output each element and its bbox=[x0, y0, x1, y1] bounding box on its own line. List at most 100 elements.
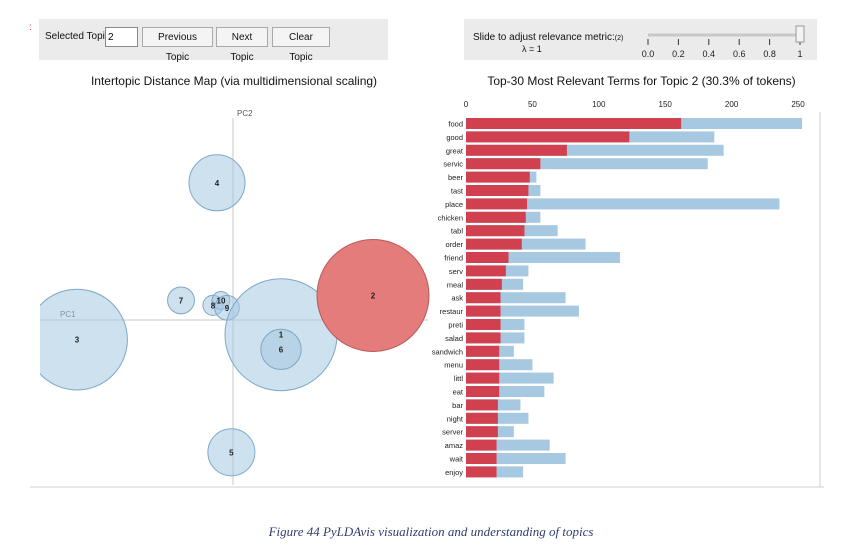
term-label-server: server bbox=[442, 428, 463, 437]
x-tick-label: 50 bbox=[528, 100, 537, 109]
x-tick-label: 200 bbox=[725, 100, 739, 109]
topic-circle-2 bbox=[316, 239, 430, 352]
overall-bar-order bbox=[466, 238, 586, 250]
relevance-control-panel bbox=[464, 19, 817, 60]
slider-tick-label: 0.8 bbox=[763, 49, 776, 59]
term-label-restaur: restaur bbox=[440, 307, 464, 316]
topic-circle-3 bbox=[40, 288, 128, 391]
topic-bar-ask bbox=[466, 292, 501, 304]
term-label-night: night bbox=[447, 414, 464, 423]
term-label-ask: ask bbox=[451, 294, 463, 303]
term-label-sandwich: sandwich bbox=[432, 347, 463, 356]
topic-label-10: 10 bbox=[217, 296, 226, 305]
x-tick-label: 150 bbox=[659, 100, 673, 109]
term-label-bar: bar bbox=[452, 401, 463, 410]
topic-bar-enjoy bbox=[466, 466, 497, 478]
term-label-salad: salad bbox=[445, 334, 463, 343]
slider-tick-label: 0.4 bbox=[703, 49, 716, 59]
term-label-menu: menu bbox=[444, 361, 463, 370]
term-label-food: food bbox=[448, 120, 463, 129]
topic-bar-wait bbox=[466, 453, 497, 464]
slider-handle[interactable] bbox=[795, 25, 805, 43]
clear-topic-button[interactable]: Clear Topic bbox=[272, 27, 330, 63]
overall-bar-place bbox=[466, 198, 780, 210]
topic-bar-serv bbox=[466, 265, 506, 277]
topic-label-3: 3 bbox=[75, 336, 80, 345]
next-topic-button[interactable]: Next Topic bbox=[216, 27, 268, 63]
topic-bar-meal bbox=[466, 278, 502, 290]
terms-bars: food good great servic beer tast place chicken t… bbox=[432, 118, 802, 478]
topic-bar-restaur bbox=[466, 305, 501, 317]
slider-tick-label: 0.6 bbox=[733, 49, 746, 59]
term-label-eat: eat bbox=[453, 388, 464, 397]
relevance-slider[interactable]: 0.0 0.2 0.4 0.6 0.8 1 bbox=[630, 21, 820, 63]
margin-marker: : bbox=[29, 22, 32, 33]
term-label-friend: friend bbox=[444, 254, 463, 263]
x-tick-label: 0 bbox=[464, 100, 469, 109]
topic-bar-amaz bbox=[466, 439, 497, 451]
distance-map-title: Intertopic Distance Map (via multidimens… bbox=[90, 74, 378, 88]
figure-caption: Figure 44 PyLDAvis visualization and und… bbox=[268, 524, 594, 539]
topic-bar-great bbox=[466, 144, 567, 156]
selected-topic-label: Selected Topic: bbox=[45, 31, 113, 42]
term-label-littl: littl bbox=[454, 374, 464, 383]
topic-bar-tabl bbox=[466, 225, 525, 237]
topic-bar-good bbox=[466, 131, 630, 143]
topic-bar-friend bbox=[466, 252, 509, 263]
relevance-slider-note: (2) bbox=[614, 35, 624, 42]
term-label-beer: beer bbox=[448, 173, 464, 182]
topic-bar-preti bbox=[466, 319, 501, 330]
topic-circle-5 bbox=[207, 428, 256, 477]
overall-bar-littl bbox=[466, 372, 554, 384]
topic-label-8: 8 bbox=[211, 301, 216, 310]
topic-bar-night bbox=[466, 412, 498, 424]
topic-label-9: 9 bbox=[225, 304, 230, 313]
topic-bar-food bbox=[466, 118, 682, 129]
selected-topic-input[interactable] bbox=[105, 27, 138, 47]
topic-label-2: 2 bbox=[371, 292, 376, 301]
topic-label-6: 6 bbox=[279, 345, 284, 354]
term-label-great: great bbox=[446, 146, 464, 155]
term-label-wait: wait bbox=[449, 455, 464, 464]
topic-bar-salad bbox=[466, 332, 501, 344]
term-label-good: good bbox=[446, 133, 463, 142]
overall-bar-servic bbox=[466, 158, 708, 170]
slider-tick-label: 0.0 bbox=[642, 49, 655, 59]
term-label-tabl: tabl bbox=[451, 227, 463, 236]
overall-bar-great bbox=[466, 144, 724, 156]
term-label-meal: meal bbox=[447, 280, 464, 289]
relevance-slider-text: Slide to adjust relevance metric: bbox=[473, 32, 615, 43]
term-label-serv: serv bbox=[449, 267, 463, 276]
topic-bar-sandwich bbox=[466, 345, 500, 357]
terms-bar-plot: 0 50 100 150 200 250 food good great servic beer ta… bbox=[30, 100, 824, 488]
slider-tick-label: 0.2 bbox=[672, 49, 685, 59]
term-label-tast: tast bbox=[451, 187, 464, 196]
slider-tick-label: 1 bbox=[797, 49, 802, 59]
x-tick-label: 250 bbox=[791, 100, 805, 109]
topic-label-1: 1 bbox=[279, 331, 284, 340]
topic-bar-beer bbox=[466, 171, 530, 183]
topic-circle-6 bbox=[260, 328, 302, 371]
term-label-preti: preti bbox=[448, 321, 463, 330]
topic-label-5: 5 bbox=[229, 448, 234, 457]
overall-bar-wait bbox=[466, 453, 566, 464]
lambda-readout: λ = 1 bbox=[522, 44, 542, 54]
topic-bar-chicken bbox=[466, 211, 526, 223]
term-label-chicken: chicken bbox=[438, 213, 463, 222]
topic-bar-tast bbox=[466, 185, 529, 196]
topic-bar-eat bbox=[466, 386, 500, 397]
topic-label-4: 4 bbox=[215, 179, 220, 188]
topic-bar-place bbox=[466, 198, 528, 210]
term-label-place: place bbox=[445, 200, 463, 209]
overall-bar-eat bbox=[466, 386, 545, 397]
term-label-servic: servic bbox=[443, 160, 463, 169]
term-label-amaz: amaz bbox=[445, 441, 464, 450]
overall-bar-restaur bbox=[466, 305, 579, 317]
term-label-order: order bbox=[445, 240, 463, 249]
previous-topic-button[interactable]: Previous Topic bbox=[142, 27, 213, 63]
bar-chart-title: Top-30 Most Relevant Terms for Topic 2 (… bbox=[487, 74, 796, 88]
topic-bar-littl bbox=[466, 372, 500, 384]
relevance-slider-label: Slide to adjust relevance metric:(2) bbox=[473, 32, 623, 43]
topic-bar-servic bbox=[466, 158, 541, 170]
topic-bar-server bbox=[466, 426, 498, 438]
